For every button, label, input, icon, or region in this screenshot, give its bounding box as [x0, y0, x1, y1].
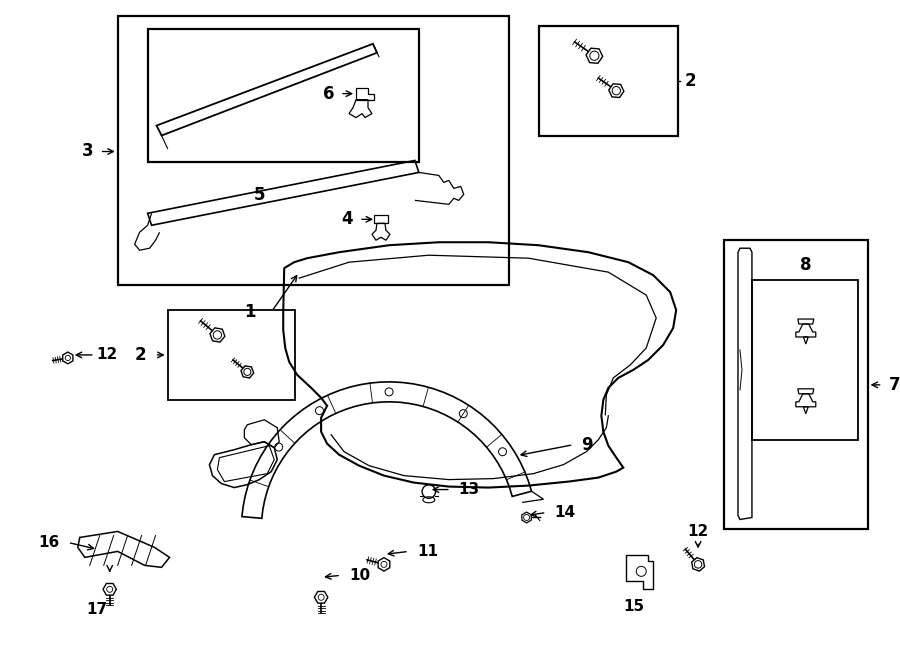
Text: 16: 16: [39, 535, 59, 550]
Text: 3: 3: [82, 143, 94, 161]
Text: 8: 8: [800, 256, 812, 274]
Text: 14: 14: [554, 505, 576, 520]
Text: 12: 12: [96, 348, 118, 362]
Text: 12: 12: [688, 524, 708, 539]
Bar: [752, 280, 858, 440]
Bar: [167, 310, 295, 400]
Bar: [538, 26, 679, 136]
Text: 10: 10: [349, 568, 370, 583]
Bar: [148, 29, 418, 163]
Text: 13: 13: [459, 482, 480, 497]
Text: 4: 4: [341, 210, 353, 228]
Text: 6: 6: [322, 85, 334, 102]
Text: 2: 2: [684, 71, 696, 90]
Text: 9: 9: [581, 436, 593, 453]
Text: 11: 11: [417, 544, 438, 559]
Text: 5: 5: [254, 186, 265, 204]
Bar: [118, 16, 508, 285]
Text: 15: 15: [624, 600, 644, 614]
Text: 1: 1: [244, 303, 256, 321]
Text: 17: 17: [86, 602, 107, 617]
Text: 7: 7: [888, 376, 900, 394]
Text: 2: 2: [135, 346, 147, 364]
Bar: [724, 240, 868, 529]
